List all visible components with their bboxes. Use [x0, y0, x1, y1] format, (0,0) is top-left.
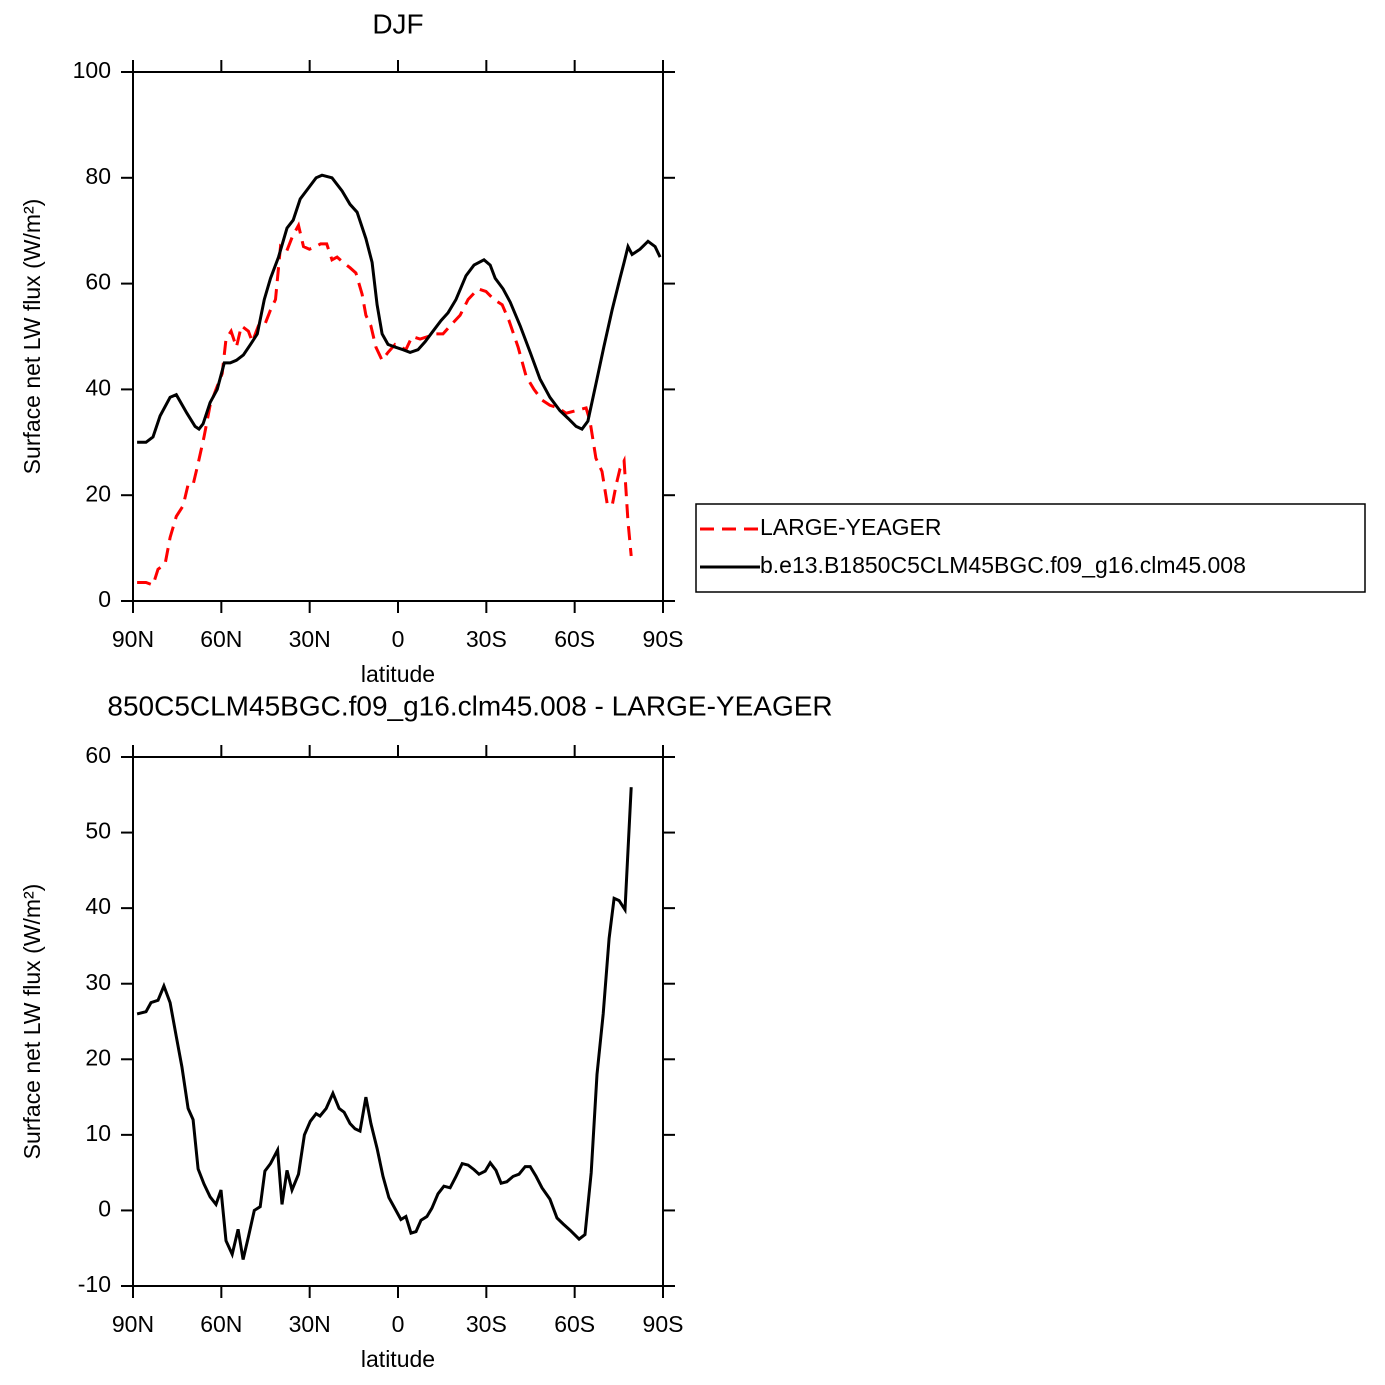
y-tick-label: 100 [73, 57, 111, 83]
x-tick-label: 30N [289, 626, 331, 652]
x-tick-label: 60N [200, 1311, 242, 1337]
y-tick-label: 40 [85, 374, 111, 400]
x-tick-label: 60N [200, 626, 242, 652]
y-tick-label: 50 [85, 818, 111, 844]
x-tick-label: 60S [554, 1311, 595, 1337]
y-tick-label: 30 [85, 969, 111, 995]
legend-label: b.e13.B1850C5CLM45BGC.f09_g16.clm45.008 [760, 552, 1246, 578]
data-line [136, 787, 633, 1260]
chart-title: DJF [372, 8, 423, 39]
chart-title: 850C5CLM45BGC.f09_g16.clm45.008 - LARGE-… [107, 690, 832, 721]
y-tick-label: 10 [85, 1120, 111, 1146]
x-axis-label: latitude [361, 1346, 435, 1372]
x-tick-label: 0 [392, 626, 405, 652]
y-tick-label: 80 [85, 163, 111, 189]
x-tick-label: 30N [289, 1311, 331, 1337]
y-tick-label: 40 [85, 893, 111, 919]
x-tick-label: 60S [554, 626, 595, 652]
legend-box [695, 503, 1366, 593]
y-tick-label: 60 [85, 269, 111, 295]
x-tick-label: 30S [466, 626, 507, 652]
y-tick-label: 60 [85, 742, 111, 768]
x-axis-label: latitude [361, 661, 435, 687]
y-tick-label: -10 [78, 1271, 111, 1297]
x-tick-label: 90S [643, 626, 684, 652]
y-axis-label: Surface net LW flux (W/m²) [19, 199, 45, 475]
x-tick-label: 30S [466, 1311, 507, 1337]
x-tick-label: 0 [392, 1311, 405, 1337]
y-tick-label: 20 [85, 1044, 111, 1070]
y-tick-label: 20 [85, 480, 111, 506]
legend-label: LARGE-YEAGER [760, 514, 942, 540]
data-line [137, 173, 662, 444]
y-axis-label: Surface net LW flux (W/m²) [19, 884, 45, 1160]
plot-frame [132, 756, 664, 1287]
y-tick-label: 0 [98, 1196, 111, 1222]
x-tick-label: 90S [643, 1311, 684, 1337]
x-tick-label: 90N [112, 1311, 154, 1337]
x-tick-label: 90N [112, 626, 154, 652]
y-tick-label: 0 [98, 586, 111, 612]
plot-frame [132, 71, 664, 602]
